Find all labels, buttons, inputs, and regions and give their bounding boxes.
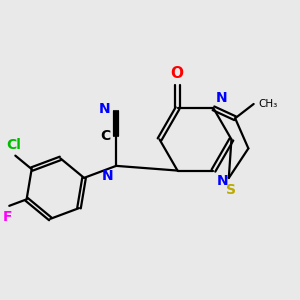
Text: N: N — [102, 169, 113, 182]
Text: F: F — [2, 209, 12, 224]
Text: N: N — [216, 91, 227, 105]
Text: CH₃: CH₃ — [258, 99, 277, 109]
Text: O: O — [170, 66, 183, 81]
Text: S: S — [226, 183, 236, 197]
Text: Cl: Cl — [6, 138, 21, 152]
Text: N: N — [99, 102, 111, 116]
Text: N: N — [217, 174, 228, 188]
Text: C: C — [100, 129, 111, 143]
